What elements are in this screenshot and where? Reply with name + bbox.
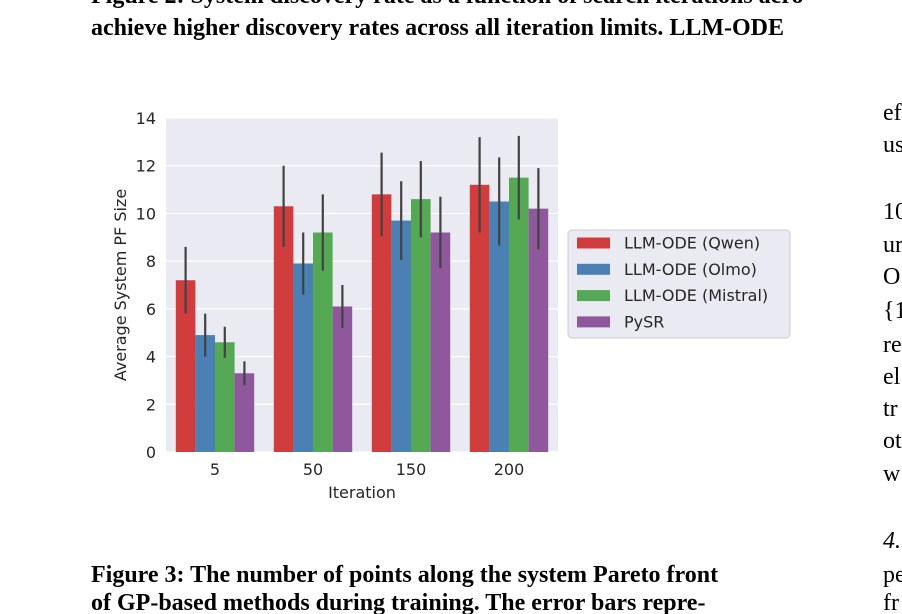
- text-fragment: 4.: [883, 528, 901, 554]
- bar: [332, 306, 353, 452]
- caption-line: of GP-based methods during training. The…: [91, 590, 705, 614]
- text-fragment: us: [883, 132, 902, 158]
- bar: [293, 263, 313, 452]
- x-axis-label: Iteration: [328, 483, 396, 502]
- text-fragment: el: [883, 364, 901, 390]
- y-tick-label: 12: [136, 157, 156, 176]
- x-tick-label: 150: [396, 460, 427, 479]
- caption-line: Figure 3: The number of points along the…: [91, 562, 718, 588]
- y-tick-label: 0: [146, 443, 156, 462]
- text-fragment: 10: [883, 199, 902, 225]
- text-fragment: ef: [883, 100, 902, 126]
- bar: [195, 335, 215, 452]
- text-fragment: pe: [883, 562, 902, 588]
- x-tick-label: 5: [210, 460, 220, 479]
- legend-swatch: [577, 316, 610, 328]
- y-tick-label: 8: [146, 252, 156, 271]
- x-tick-label: 200: [494, 460, 525, 479]
- text-fragment: ur: [883, 232, 902, 258]
- y-tick-label: 2: [146, 395, 156, 414]
- legend-label: LLM-ODE (Olmo): [624, 260, 757, 279]
- bar: [411, 199, 431, 452]
- legend-swatch: [577, 237, 610, 249]
- bar: [509, 177, 529, 452]
- bar: [313, 232, 333, 452]
- legend-label: LLM-ODE (Mistral): [624, 286, 768, 305]
- bar: [489, 201, 509, 452]
- bar: [469, 184, 490, 453]
- bar: [234, 373, 255, 452]
- legend-swatch: [577, 290, 610, 302]
- text-fragment: fr: [883, 590, 899, 614]
- text-fragment: tr: [883, 396, 898, 422]
- bar: [273, 206, 294, 452]
- text-fragment: O: [883, 264, 900, 290]
- y-axis-label: Average System PF Size: [111, 189, 130, 381]
- bar: [371, 194, 392, 453]
- y-tick-label: 4: [146, 348, 156, 367]
- caption-line: Figure 2: System discovery rate as a fun…: [91, 0, 804, 9]
- text-fragment: {1: [883, 298, 902, 324]
- y-tick-label: 10: [136, 204, 156, 223]
- text-fragment: ot: [883, 428, 902, 454]
- bar: [528, 208, 549, 452]
- legend-label: LLM-ODE (Qwen): [624, 234, 760, 253]
- legend-swatch: [577, 263, 610, 275]
- y-tick-label: 14: [136, 109, 156, 128]
- bar: [391, 220, 411, 452]
- bar: [175, 280, 196, 452]
- caption-line: achieve higher discovery rates across al…: [91, 15, 784, 41]
- y-tick-label: 6: [146, 300, 156, 319]
- text-fragment: re: [883, 332, 902, 358]
- x-tick-label: 50: [303, 460, 323, 479]
- text-fragment: w: [883, 461, 901, 487]
- bar: [430, 232, 451, 452]
- legend-label: PySR: [624, 312, 664, 331]
- bar: [215, 342, 235, 452]
- legend: [567, 229, 791, 339]
